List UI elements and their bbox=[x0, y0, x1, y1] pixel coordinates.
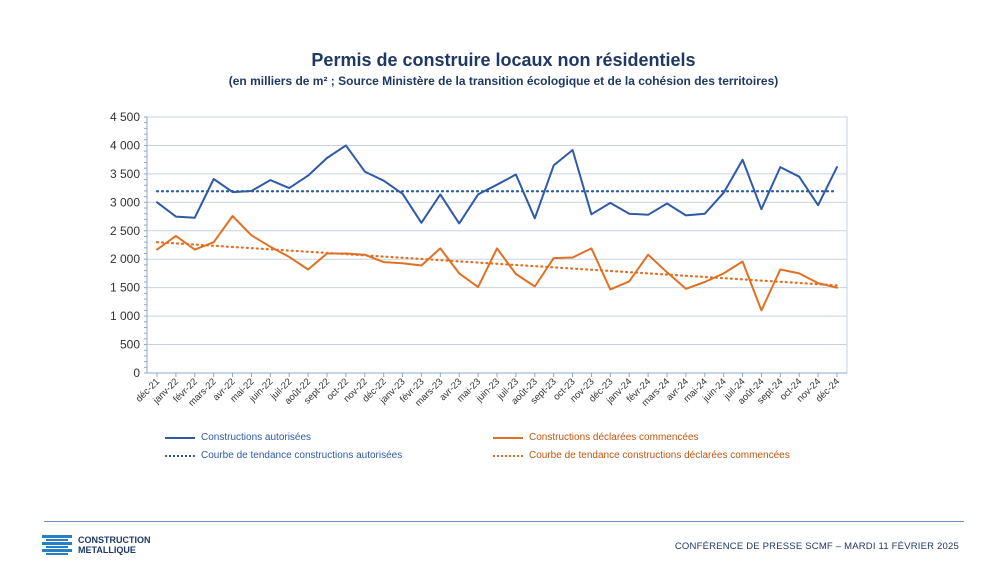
footer-divider bbox=[44, 521, 964, 522]
chart-title: Permis de construire locaux non résident… bbox=[311, 50, 696, 70]
y-tick-label: 1 500 bbox=[110, 281, 140, 295]
logo: CONSTRUCTION METALLIQUE bbox=[42, 534, 151, 556]
legend-swatch-dotted-orange bbox=[493, 454, 523, 457]
y-tick-label: 4 000 bbox=[110, 138, 140, 152]
series-line-1 bbox=[156, 215, 838, 312]
legend-item-autorisees: Constructions autorisées bbox=[165, 432, 311, 443]
legend-item-commencees: Constructions déclarées commencées bbox=[493, 432, 699, 443]
legend-swatch-solid-orange bbox=[493, 436, 523, 439]
y-tick-label: 2 500 bbox=[110, 224, 140, 238]
y-tick-label: 2 000 bbox=[110, 252, 140, 266]
y-tick-label: 1 000 bbox=[110, 309, 140, 323]
legend-item-trend-autorisees: Courbe de tendance constructions autoris… bbox=[165, 450, 402, 461]
line-chart: 0 500 1 000 1 500 2 000 2 500 3 000 3 500 4 000 4… bbox=[110, 110, 848, 409]
y-tick-label: 3 500 bbox=[110, 167, 140, 181]
legend-label: Constructions déclarées commencées bbox=[529, 432, 699, 443]
series-line-0 bbox=[156, 144, 838, 225]
logo-line-1: CONSTRUCTION bbox=[78, 535, 151, 545]
legend-label: Constructions autorisées bbox=[201, 432, 312, 443]
y-tick-label: 0 bbox=[133, 366, 140, 380]
legend-swatch-solid-blue bbox=[165, 436, 195, 439]
y-tick-label: 500 bbox=[120, 338, 140, 352]
legend-label: Courbe de tendance constructions déclaré… bbox=[529, 450, 790, 461]
chart-subtitle: (en milliers de m² ; Source Ministère de… bbox=[228, 74, 779, 88]
plot-area bbox=[146, 116, 848, 374]
y-tick-label: 3 000 bbox=[110, 195, 140, 209]
steel-beam-logo-icon bbox=[42, 535, 72, 555]
legend-swatch-dotted-blue bbox=[165, 454, 195, 457]
series-line-3 bbox=[155, 241, 839, 287]
legend-label: Courbe de tendance constructions autoris… bbox=[201, 450, 403, 461]
y-tick-label: 4 500 bbox=[110, 110, 140, 124]
legend-item-trend-commencees: Courbe de tendance constructions déclaré… bbox=[493, 450, 790, 461]
footer-text: CONFÉRENCE DE PRESSE SCMF – MARDI 11 FÉV… bbox=[674, 541, 959, 552]
logo-line-2: METALLIQUE bbox=[78, 545, 136, 555]
